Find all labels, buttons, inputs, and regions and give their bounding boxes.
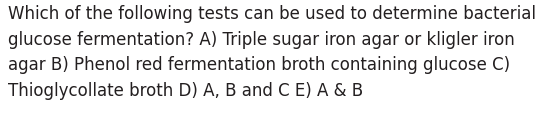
Text: Which of the following tests can be used to determine bacterial
glucose fermenta: Which of the following tests can be used… [8,5,536,100]
